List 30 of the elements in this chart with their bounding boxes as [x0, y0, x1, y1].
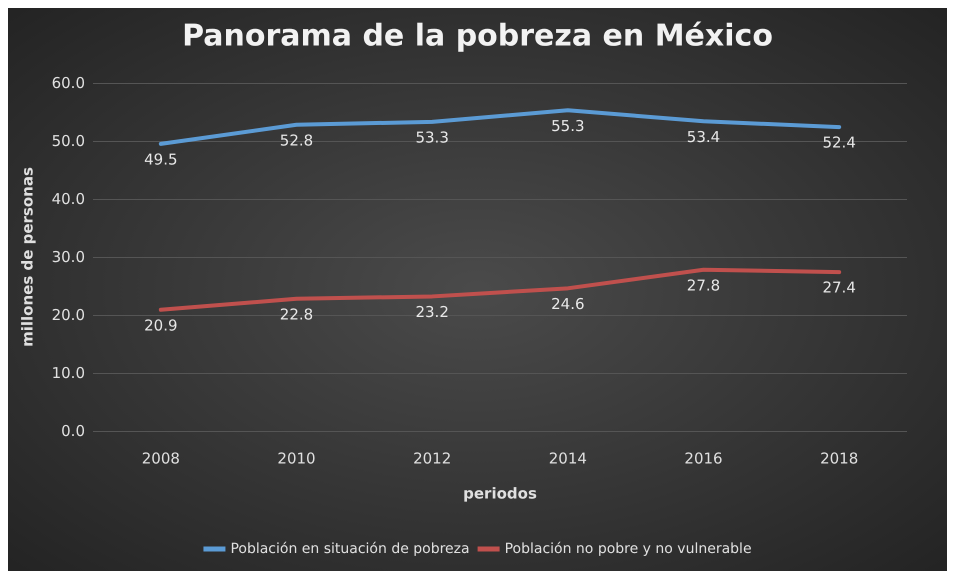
- data-label: 24.6: [551, 294, 585, 313]
- data-label: 53.3: [415, 128, 449, 146]
- data-label: 27.8: [686, 276, 720, 294]
- y-tick-label: 60.0: [52, 74, 85, 92]
- data-label: 27.4: [822, 278, 856, 297]
- chart-title: Panorama de la pobreza en México: [182, 18, 773, 54]
- legend-label: Población no pobre y no vulnerable: [504, 541, 752, 557]
- data-label: 52.4: [822, 134, 856, 152]
- data-label: 52.8: [280, 131, 314, 150]
- data-label: 53.4: [686, 128, 720, 146]
- data-label: 23.2: [415, 302, 449, 321]
- x-axis-title: periodos: [463, 484, 537, 502]
- data-label: 22.8: [280, 305, 314, 324]
- data-label: 20.9: [144, 316, 178, 334]
- legend-label: Población en situación de pobreza: [230, 541, 470, 557]
- x-tick-label: 2008: [142, 450, 180, 468]
- x-tick-label: 2018: [820, 450, 858, 468]
- x-tick-label: 2016: [684, 450, 723, 468]
- y-tick-label: 30.0: [52, 248, 85, 266]
- x-tick-label: 2010: [277, 450, 316, 468]
- data-label: 49.5: [144, 150, 178, 168]
- y-tick-label: 20.0: [52, 306, 85, 324]
- x-tick-label: 2012: [413, 450, 452, 468]
- data-label: 55.3: [551, 116, 585, 135]
- x-tick-label: 2014: [548, 450, 587, 468]
- y-tick-label: 50.0: [52, 132, 85, 150]
- y-tick-label: 10.0: [52, 364, 85, 382]
- y-axis-title: millones de personas: [18, 167, 36, 347]
- y-tick-label: 40.0: [52, 190, 85, 208]
- y-tick-label: 0.0: [61, 422, 85, 440]
